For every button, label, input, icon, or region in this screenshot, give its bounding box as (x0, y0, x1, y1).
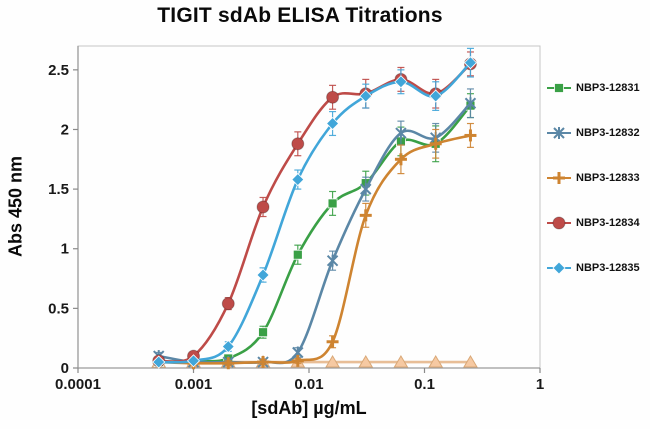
legend-item: NBP3-12833 (546, 170, 640, 186)
square-marker-icon (547, 83, 571, 93)
legend-label: NBP3-12832 (576, 127, 640, 139)
svg-text:0.5: 0.5 (48, 300, 69, 317)
legend-label: NBP3-12834 (576, 217, 640, 229)
svg-text:1: 1 (61, 241, 69, 258)
diamond-marker-icon (547, 261, 571, 275)
circle-marker-icon (547, 216, 571, 230)
svg-text:2: 2 (61, 121, 69, 138)
legend-item: NBP3-12834 (546, 215, 640, 231)
svg-text:0: 0 (61, 360, 69, 377)
legend-item: NBP3-12831 (546, 80, 640, 96)
legend-label: NBP3-12833 (576, 172, 640, 184)
legend: NBP3-12831 NBP3-12832 NBP3-12833 NBP3-12834… (546, 80, 640, 276)
svg-text:1.5: 1.5 (48, 181, 69, 198)
chart-title: TIGIT sdAb ELISA Titrations (157, 4, 443, 27)
legend-label: NBP3-12831 (576, 82, 640, 94)
plus-marker-icon (547, 172, 571, 184)
svg-text:0.01: 0.01 (294, 376, 323, 393)
legend-label: NBP3-12835 (576, 262, 640, 274)
legend-item: NBP3-12835 (546, 260, 640, 276)
x-axis-label: [sdAb] µg/mL (251, 398, 367, 418)
legend-item: NBP3-12832 (546, 125, 640, 141)
svg-text:0.001: 0.001 (175, 376, 213, 393)
svg-text:0.1: 0.1 (414, 376, 435, 393)
svg-text:2.5: 2.5 (48, 62, 69, 79)
svg-text:0.0001: 0.0001 (55, 376, 101, 393)
svg-text:1: 1 (536, 376, 544, 393)
xstar-marker-icon (547, 127, 571, 139)
